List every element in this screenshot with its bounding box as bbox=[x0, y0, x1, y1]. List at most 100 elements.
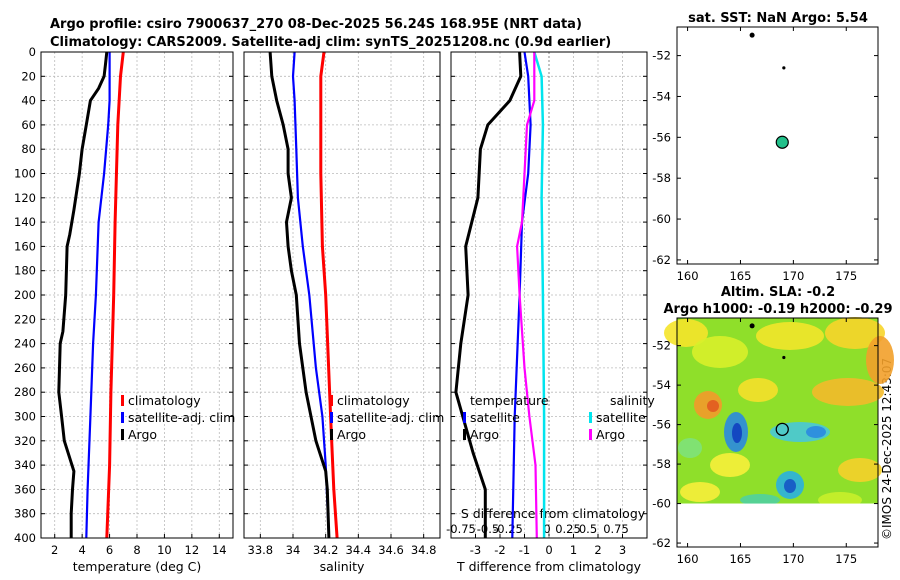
sla-anomaly-blob bbox=[678, 438, 702, 458]
sla-island-marker bbox=[749, 323, 755, 329]
temperature-xtick-label: 10 bbox=[157, 543, 172, 557]
sla-anomaly-blob bbox=[692, 336, 748, 368]
temp-legend-climatology-label: climatology bbox=[128, 393, 201, 408]
sal-legend-argo-label: Argo bbox=[337, 427, 366, 442]
sal-legend-climatology-swatch bbox=[330, 395, 333, 406]
salinity-legend: climatology satellite-adj. clim Argo bbox=[330, 393, 444, 442]
temperature-xtick-label: 14 bbox=[212, 543, 227, 557]
temp-legend-satellite-label: satellite-adj. clim bbox=[128, 410, 235, 425]
sal-legend-satellite-swatch bbox=[330, 412, 333, 423]
depth-tick-label: 80 bbox=[21, 142, 36, 156]
sla-anomaly-blob bbox=[825, 317, 885, 349]
salinity-xtick-label: 34 bbox=[286, 543, 301, 557]
salinity-panel: 33.8 34 34.2 34.4 34.6 34.8 salinity bbox=[243, 51, 441, 574]
sla-island-marker bbox=[782, 355, 786, 360]
sla-anomaly-blob bbox=[732, 423, 742, 443]
sla-anomaly-blob bbox=[866, 336, 894, 384]
sla-anomaly-blob bbox=[740, 494, 780, 506]
depth-tick-label: 20 bbox=[21, 69, 36, 83]
salinity-xtick-label: 34.6 bbox=[378, 543, 404, 557]
sla-anomaly-blob bbox=[812, 378, 884, 406]
differences-xtick-label: 0 bbox=[545, 543, 552, 557]
difference-legend: temperature satellite Argo salinity satellit… bbox=[463, 393, 655, 442]
salinity-frame bbox=[243, 51, 441, 539]
salinity-xtick-label: 34.8 bbox=[411, 543, 437, 557]
temperature-xlabel: temperature (deg C) bbox=[73, 559, 202, 574]
sla-argo-marker bbox=[775, 422, 789, 436]
temp-legend-satellite-swatch bbox=[121, 412, 124, 423]
series-climatology bbox=[105, 51, 125, 539]
differences-xlabel: T difference from climatology bbox=[456, 559, 642, 574]
differences-panel: -3 -2 -1 0 1 2 3 T difference from climatology S… bbox=[446, 51, 648, 574]
diff-legend-sal-satellite-label: satellite bbox=[596, 410, 646, 425]
sla-anomaly-blob bbox=[838, 458, 882, 482]
sst-argo-marker bbox=[775, 135, 789, 149]
sla-anomaly-blob bbox=[756, 322, 824, 350]
sst_map-ytick-label: -60 bbox=[652, 212, 671, 226]
sst_map-frame bbox=[676, 26, 879, 265]
diff-legend-salinity-title: salinity bbox=[610, 393, 655, 408]
differences-frame bbox=[450, 51, 648, 539]
figure-title-line2: Climatology: CARS2009. Satellite-adj cli… bbox=[50, 35, 611, 50]
temperature-xtick-label: 12 bbox=[185, 543, 200, 557]
temperature-xtick-label: 6 bbox=[106, 543, 113, 557]
depth-tick-label: 120 bbox=[14, 191, 36, 205]
timestamp-stamp: ©IMOS 24-Dec-2025 12:43:07 bbox=[880, 358, 894, 540]
sla_map-ytick-label: -52 bbox=[652, 339, 671, 353]
salinity-xlabel: salinity bbox=[320, 559, 365, 574]
sla_map-ytick-label: -58 bbox=[652, 457, 671, 471]
temperature-xtick-label: 4 bbox=[78, 543, 85, 557]
sst_map-xtick-label: 175 bbox=[835, 269, 857, 283]
sla_map-ytick-label: -54 bbox=[652, 378, 671, 392]
differences-xtick-label: -2 bbox=[494, 543, 505, 557]
sst_map-panel: 160 165 170 175 -52 -54 -56 -58 -60 -62 sat. SST: … bbox=[652, 11, 879, 283]
sla_map-panel: 160 165 170 175 -52 -54 -56 -58 -60 -62 Altim. SLA… bbox=[652, 285, 894, 566]
sla_map-ytick-label: -60 bbox=[652, 497, 671, 511]
depth-tick-label: 380 bbox=[14, 507, 36, 521]
salinity-xtick-label: 34.2 bbox=[313, 543, 339, 557]
depth-tick-label: 300 bbox=[14, 410, 36, 424]
salinity-xtick-label: 34.4 bbox=[346, 543, 372, 557]
sla-map-title: Altim. SLA: -0.2 bbox=[721, 285, 835, 300]
depth-tick-label: 180 bbox=[14, 264, 36, 278]
diff-legend-sal-argo-label: Argo bbox=[596, 427, 625, 442]
sla_map-ytick-label: -62 bbox=[652, 536, 671, 550]
sst_map-xtick-label: 165 bbox=[729, 269, 751, 283]
sla-anomaly-blob bbox=[707, 400, 719, 412]
diff-legend-temp-satellite-swatch bbox=[463, 412, 466, 423]
depth-tick-label: 40 bbox=[21, 94, 36, 108]
salinity-diff-tick-label: -0.5 bbox=[477, 522, 499, 536]
sst-island-marker bbox=[749, 32, 755, 38]
series-argo bbox=[57, 51, 109, 538]
depth-tick-label: 160 bbox=[14, 239, 36, 253]
sst_map-xtick-label: 160 bbox=[677, 269, 699, 283]
sst-island-marker bbox=[782, 66, 786, 70]
sal-legend-climatology-label: climatology bbox=[337, 393, 410, 408]
sst_map-ytick-label: -62 bbox=[652, 253, 671, 267]
sst_map-xtick-label: 170 bbox=[782, 269, 804, 283]
salinity-diff-tick-label: 0.25 bbox=[555, 522, 581, 536]
depth-tick-label: 220 bbox=[14, 312, 36, 326]
series-temperature-argo bbox=[454, 51, 523, 538]
temperature-xtick-label: 2 bbox=[51, 543, 58, 557]
sst_map-ytick-label: -52 bbox=[652, 49, 671, 63]
series-satellite-adj-clim bbox=[291, 51, 330, 539]
diff-legend-temperature-title: temperature bbox=[470, 393, 549, 408]
depth-tick-label: 400 bbox=[14, 531, 36, 545]
salinity-xtick-label: 33.8 bbox=[248, 543, 274, 557]
sla-anomaly-blob bbox=[806, 426, 826, 438]
series-temperature-satellite bbox=[511, 51, 532, 539]
diff-legend-sal-satellite-swatch bbox=[589, 412, 592, 423]
salinity-diff-tick-label: -0.75 bbox=[446, 522, 476, 536]
salinity-diff-tick-label: -0.25 bbox=[493, 522, 523, 536]
differences-xtick-label: -3 bbox=[470, 543, 481, 557]
sst-map-title: sat. SST: NaN Argo: 5.54 bbox=[688, 11, 868, 26]
temperature-xtick-label: 8 bbox=[133, 543, 140, 557]
temperature-legend: climatology satellite-adj. clim Argo bbox=[121, 393, 235, 442]
diff-legend-temp-argo-swatch bbox=[463, 429, 466, 440]
sla_map-xtick-label: 170 bbox=[782, 552, 804, 566]
sal-legend-argo-swatch bbox=[330, 429, 333, 440]
sst_map-ytick-label: -54 bbox=[652, 89, 671, 103]
salinity-diff-tick-label: 0.5 bbox=[579, 522, 597, 536]
